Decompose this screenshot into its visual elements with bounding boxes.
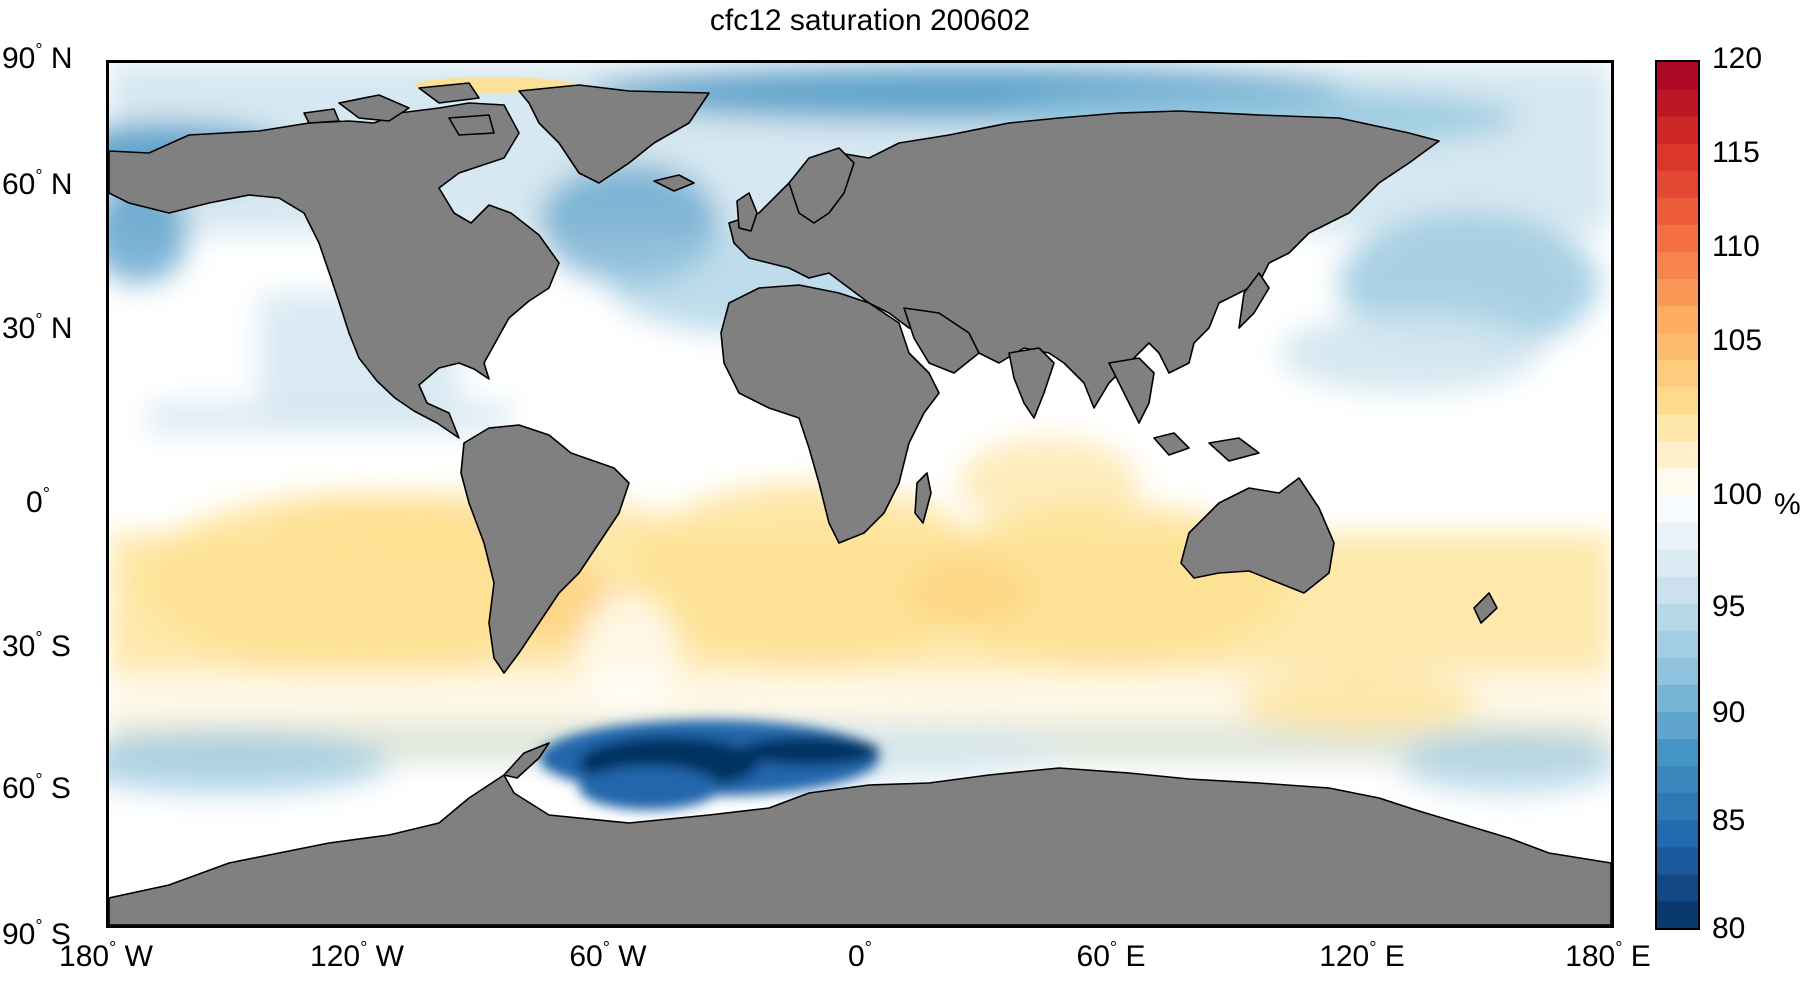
land-masses — [109, 82, 1611, 925]
india — [1008, 347, 1055, 419]
colorbar-step — [1657, 576, 1698, 604]
africa — [720, 284, 940, 544]
x-tick-180e: 180° E — [1565, 938, 1651, 973]
colorbar-gradient — [1657, 62, 1698, 928]
x-tick-60w: 60° W — [569, 938, 647, 973]
colorbar-step — [1657, 549, 1698, 577]
colorbar-step — [1657, 224, 1698, 252]
colorbar-step — [1657, 413, 1698, 442]
world-map — [109, 63, 1611, 925]
greenland — [518, 84, 710, 184]
iceland — [653, 174, 695, 192]
y-tick-90s: 90° S — [2, 916, 71, 951]
colorbar-tick: 85 — [1712, 804, 1746, 837]
north-america — [109, 102, 560, 439]
arctic-islands — [338, 94, 410, 122]
colorbar-tick: 115 — [1712, 136, 1760, 169]
colorbar-tick: 120 — [1712, 42, 1763, 75]
colorbar-step — [1657, 819, 1698, 848]
colorbar-step — [1657, 495, 1698, 523]
x-tick-0: 0° — [848, 938, 872, 973]
colorbar-step — [1657, 900, 1698, 928]
arabia — [903, 307, 980, 374]
scandinavia — [788, 147, 855, 224]
map-title: cfc12 saturation 200602 — [709, 4, 1031, 37]
colorbar-tick: 90 — [1712, 696, 1746, 729]
colorbar-step — [1657, 630, 1698, 658]
y-tick-90n: 90° N — [2, 40, 73, 75]
colorbar-step — [1657, 873, 1698, 902]
colorbar-step — [1657, 765, 1698, 794]
weddell-sea-low — [539, 720, 879, 810]
new-zealand — [1473, 592, 1498, 624]
great-britain — [736, 192, 758, 232]
y-tick-60s: 60° S — [2, 770, 71, 805]
colorbar-step — [1657, 657, 1698, 685]
colorbar-step — [1657, 440, 1698, 469]
colorbar-step — [1657, 467, 1698, 496]
x-tick-60e: 60° E — [1076, 938, 1146, 973]
colorbar-step — [1657, 197, 1698, 225]
indochina — [1108, 357, 1155, 424]
colorbar-step — [1657, 251, 1698, 279]
y-tick-30n: 30° N — [2, 310, 73, 345]
y-tick-30s: 30° S — [2, 628, 71, 663]
japan — [1238, 272, 1270, 329]
colorbar-step — [1657, 143, 1698, 171]
colorbar-step — [1657, 332, 1698, 361]
x-tick-180w: 180° W — [59, 938, 153, 973]
map-plot-area — [106, 60, 1614, 928]
colorbar-tick: 95 — [1712, 590, 1746, 623]
colorbar-step — [1657, 386, 1698, 415]
colorbar-step — [1657, 522, 1698, 550]
y-tick-0: 0° — [26, 484, 50, 519]
colorbar-step — [1657, 603, 1698, 631]
x-tick-120w: 120° W — [310, 938, 404, 973]
eurasia — [728, 110, 1440, 409]
colorbar-tick: 105 — [1712, 324, 1763, 357]
colorbar-step — [1657, 89, 1698, 117]
australia — [1180, 477, 1335, 594]
colorbar-step — [1657, 359, 1698, 388]
south-america — [460, 424, 630, 674]
colorbar-step — [1657, 170, 1698, 198]
madagascar — [914, 472, 932, 524]
colorbar-step — [1657, 116, 1698, 144]
colorbar — [1655, 60, 1700, 930]
colorbar-unit: % — [1774, 488, 1801, 521]
colorbar-step — [1657, 711, 1698, 740]
colorbar-step — [1657, 278, 1698, 307]
colorbar-tick: 100 — [1712, 478, 1763, 511]
colorbar-step — [1657, 62, 1698, 90]
antarctica — [109, 767, 1611, 925]
colorbar-step — [1657, 738, 1698, 767]
x-tick-120e: 120° E — [1319, 938, 1405, 973]
colorbar-step — [1657, 846, 1698, 875]
colorbar-step — [1657, 792, 1698, 821]
colorbar-step — [1657, 684, 1698, 712]
colorbar-step — [1657, 305, 1698, 334]
colorbar-tick: 110 — [1712, 230, 1760, 263]
colorbar-tick: 80 — [1712, 912, 1746, 945]
y-tick-60n: 60° N — [2, 166, 73, 201]
